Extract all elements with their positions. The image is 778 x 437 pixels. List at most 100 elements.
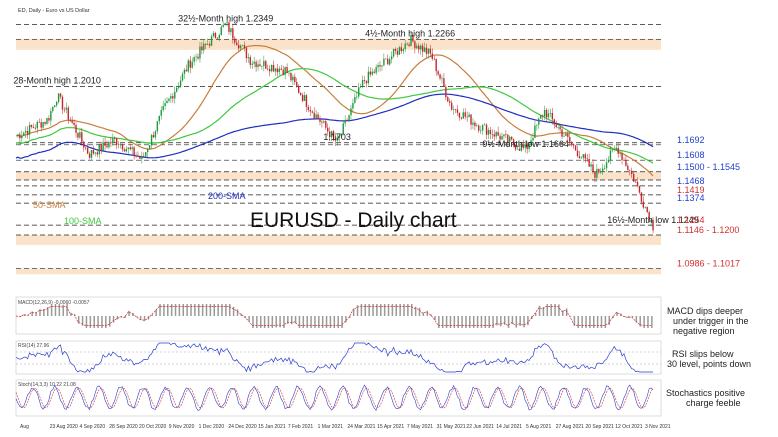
candle-body (212, 33, 215, 37)
macd-bar (112, 316, 115, 323)
candle-body (443, 78, 445, 87)
candle-body (42, 121, 44, 128)
candle-body (55, 101, 58, 106)
candle-body (282, 69, 284, 75)
candle-body (141, 155, 143, 159)
macd-bar (108, 316, 111, 327)
level-label: 1.1254 (677, 215, 705, 225)
macd-bar (639, 316, 641, 327)
candle-body (94, 152, 97, 154)
candle-body (497, 132, 499, 136)
candle-body (327, 127, 329, 132)
candle-body (629, 170, 631, 171)
stoch-d-line (15, 387, 654, 409)
price-annotation: 1.1703 (323, 132, 351, 142)
candle-body (652, 219, 654, 231)
candle-body (30, 124, 33, 127)
candle-body (396, 50, 399, 55)
candle-body (418, 45, 420, 50)
candle-body (166, 100, 168, 104)
candle-body (419, 45, 422, 50)
candle-body (328, 131, 331, 138)
candle-body (530, 140, 532, 145)
price-annotation: 4½-Month high 1.2266 (365, 29, 455, 39)
candle-body (59, 93, 62, 97)
candle-body (634, 181, 637, 183)
candle-body (450, 102, 453, 110)
candle-body (77, 132, 79, 138)
macd-bar (484, 316, 487, 328)
candle-body (174, 91, 176, 99)
macd-bar (236, 309, 239, 316)
candle-body (317, 114, 319, 119)
candle-body (540, 115, 542, 119)
macd-bar (31, 311, 33, 316)
macd-bar (565, 308, 568, 316)
candle-body (346, 119, 348, 121)
rsi-panel: RSI(14) 27.96 RSI slips below 30 level, p… (15, 340, 751, 375)
candle-body (63, 109, 66, 111)
candle-body (449, 101, 451, 103)
macd-bar (283, 316, 285, 328)
candle-body (365, 80, 368, 84)
macd-bar (515, 316, 518, 328)
symbol-caption: ED, Daily - Euro vs US Dollar (18, 8, 90, 14)
candle-body (394, 48, 397, 51)
macd-bar (341, 316, 343, 328)
support-resistance-zones (16, 38, 661, 275)
candle-body (505, 134, 507, 135)
macd-bar (182, 304, 185, 316)
candle-body (152, 135, 155, 138)
candle-body (24, 130, 27, 133)
candle-body (85, 147, 87, 149)
candle-body (90, 149, 93, 158)
candle-body (596, 169, 598, 178)
candle-body (181, 73, 184, 81)
macd-bar (93, 316, 95, 328)
macd-bar (395, 304, 398, 316)
candle-body (468, 114, 470, 118)
candle-body (398, 47, 401, 55)
sma200-label: 200-SMA (208, 191, 246, 201)
macd-bar (612, 316, 614, 319)
candle-body (195, 56, 197, 58)
macd-bar (205, 304, 208, 316)
candle-body (580, 157, 583, 159)
candle-body (28, 124, 31, 135)
candlesticks (17, 20, 654, 234)
candle-body (127, 147, 130, 149)
candle-body (503, 134, 505, 137)
candle-body (433, 58, 435, 60)
candle-body (538, 118, 540, 125)
ma-line (15, 44, 654, 177)
x-tick-label: 24 Dec 2020 (228, 424, 257, 430)
candle-body (234, 38, 236, 43)
candle-body (582, 154, 585, 158)
candle-body (379, 65, 381, 67)
candle-body (344, 119, 346, 124)
macd-bar (325, 316, 328, 328)
candle-body (172, 96, 174, 99)
macd-bar (186, 304, 188, 316)
candle-body (267, 68, 269, 70)
price-annotation: 28-Month high 1.2010 (13, 76, 101, 86)
candle-body (541, 115, 544, 117)
sma100-label: 100-SMA (64, 216, 102, 226)
ma-line (15, 68, 654, 164)
price-annotations: 32½-Month high 1.2349 4½-Month high 1.226… (13, 13, 698, 225)
macd-bar (399, 304, 401, 316)
candle-body (21, 135, 23, 139)
candle-body (290, 72, 292, 81)
level-label: 1.1419 (677, 185, 705, 195)
macd-bar (507, 316, 510, 328)
macd-bar (422, 312, 425, 316)
candle-body (402, 49, 404, 52)
moving-averages (15, 44, 654, 177)
macd-bar (163, 304, 165, 316)
ma-line (15, 93, 654, 159)
sma50-label: 50-SMA (33, 200, 66, 210)
candle-body (311, 111, 313, 113)
macd-bar (89, 316, 92, 328)
candle-body (96, 152, 99, 155)
